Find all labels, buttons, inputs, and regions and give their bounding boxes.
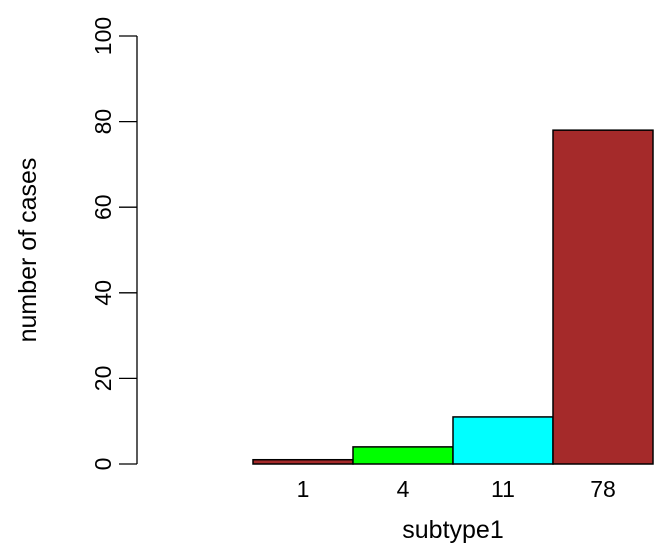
x-tick-label: 1 bbox=[297, 476, 310, 502]
bar-78 bbox=[552, 129, 654, 465]
x-tick-label: 11 bbox=[491, 476, 515, 502]
x-tick-label: 4 bbox=[397, 476, 410, 502]
bar-4 bbox=[352, 446, 454, 465]
y-tick-label: 60 bbox=[90, 194, 116, 220]
y-tick-label: 100 bbox=[90, 17, 116, 55]
bars-group bbox=[252, 129, 654, 465]
bar-1 bbox=[252, 458, 354, 465]
x-axis-title: subtype1 bbox=[402, 516, 503, 544]
y-tick-label: 40 bbox=[90, 280, 116, 306]
y-axis: 0 20 40 60 80 100 bbox=[90, 17, 138, 471]
y-tick-label: 80 bbox=[90, 109, 116, 135]
x-tick-label: 78 bbox=[590, 476, 616, 502]
x-tick-labels: 1 4 11 78 bbox=[297, 476, 616, 502]
y-tick-label: 20 bbox=[90, 366, 116, 392]
y-tick-label: 0 bbox=[90, 458, 116, 471]
bar-11 bbox=[452, 416, 554, 465]
y-axis-title: number of cases bbox=[14, 158, 42, 343]
